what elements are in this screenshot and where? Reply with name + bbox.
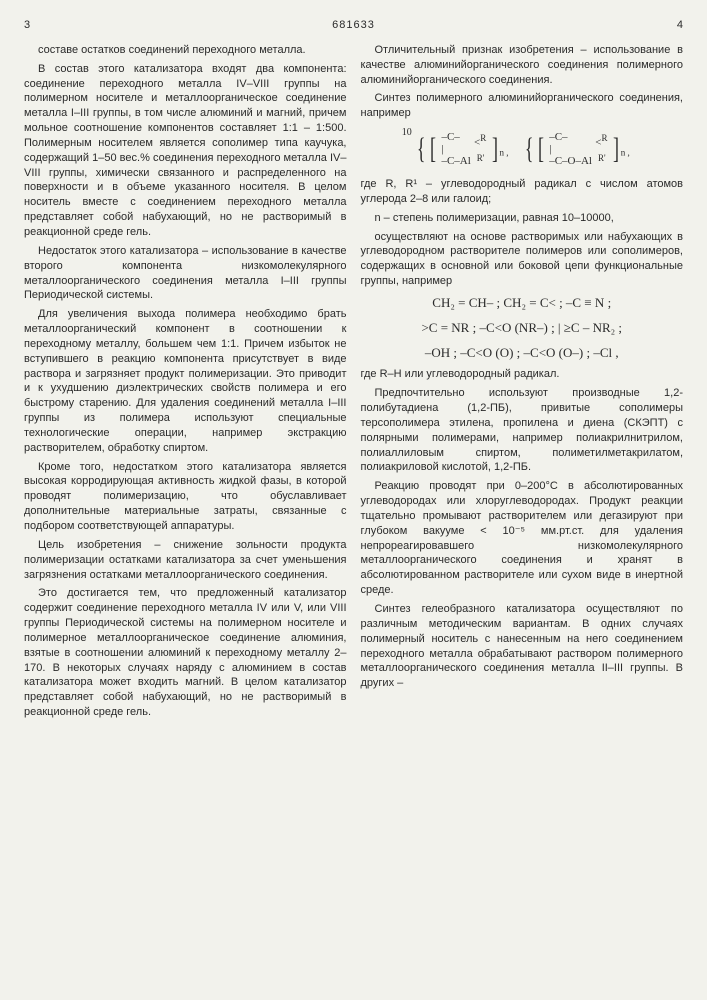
right-column: Отличительный признак изобретения – испо… bbox=[361, 43, 684, 724]
para: В состав этого катализатора входят два к… bbox=[24, 62, 347, 240]
para: Кроме того, недостатком этого катализато… bbox=[24, 460, 347, 534]
para: Отличительный признак изобретения – испо… bbox=[361, 43, 684, 88]
page-header: 3 681633 4 bbox=[24, 18, 683, 33]
formula-1: 10 {[ –C–|–C–Al <R R' ]n , {[ –C–|–C–O–A… bbox=[361, 125, 684, 173]
columns: составе остатков соединений переходного … bbox=[24, 43, 683, 724]
formula-2: CH₂ = CH– ; CH₂ = C< ; –C ≡ N ; bbox=[361, 293, 684, 314]
para: Цель изобретения – снижение зольности пр… bbox=[24, 538, 347, 583]
page: 3 681633 4 составе остатков соединений п… bbox=[0, 0, 707, 748]
para: Реакцию проводят при 0–200°С в абсолютир… bbox=[361, 479, 684, 598]
document-number: 681633 bbox=[64, 18, 643, 33]
para: n – степень полимеризации, равная 10–100… bbox=[361, 211, 684, 226]
para: Для увеличения выхода полимера необходим… bbox=[24, 307, 347, 455]
para: Недостаток этого катализатора – использо… bbox=[24, 244, 347, 303]
para: Предпочтительно используют производные 1… bbox=[361, 386, 684, 475]
para: где R–H или углеводородный радикал. bbox=[361, 367, 684, 382]
para: Это достигается тем, что предложенный ка… bbox=[24, 586, 347, 720]
para: Синтез полимерного алюминийорганического… bbox=[361, 91, 684, 121]
para: осуществляют на основе растворимых или н… bbox=[361, 230, 684, 289]
page-number-left: 3 bbox=[24, 18, 64, 33]
formula-3: >C = NR ; –C<O (NR–) ; | ≥C – NR₂ ; bbox=[361, 318, 684, 339]
line-number: 10 bbox=[402, 125, 412, 141]
para: где R, R¹ – углеводородный радикал с чис… bbox=[361, 177, 684, 207]
para: Синтез гелеобразного катализатора осущес… bbox=[361, 602, 684, 691]
para: составе остатков соединений переходного … bbox=[24, 43, 347, 58]
page-number-right: 4 bbox=[643, 18, 683, 33]
formula-4: –OH ; –C<O (O) ; –C<O (O–) ; –Cl , bbox=[361, 343, 684, 364]
left-column: составе остатков соединений переходного … bbox=[24, 43, 347, 724]
